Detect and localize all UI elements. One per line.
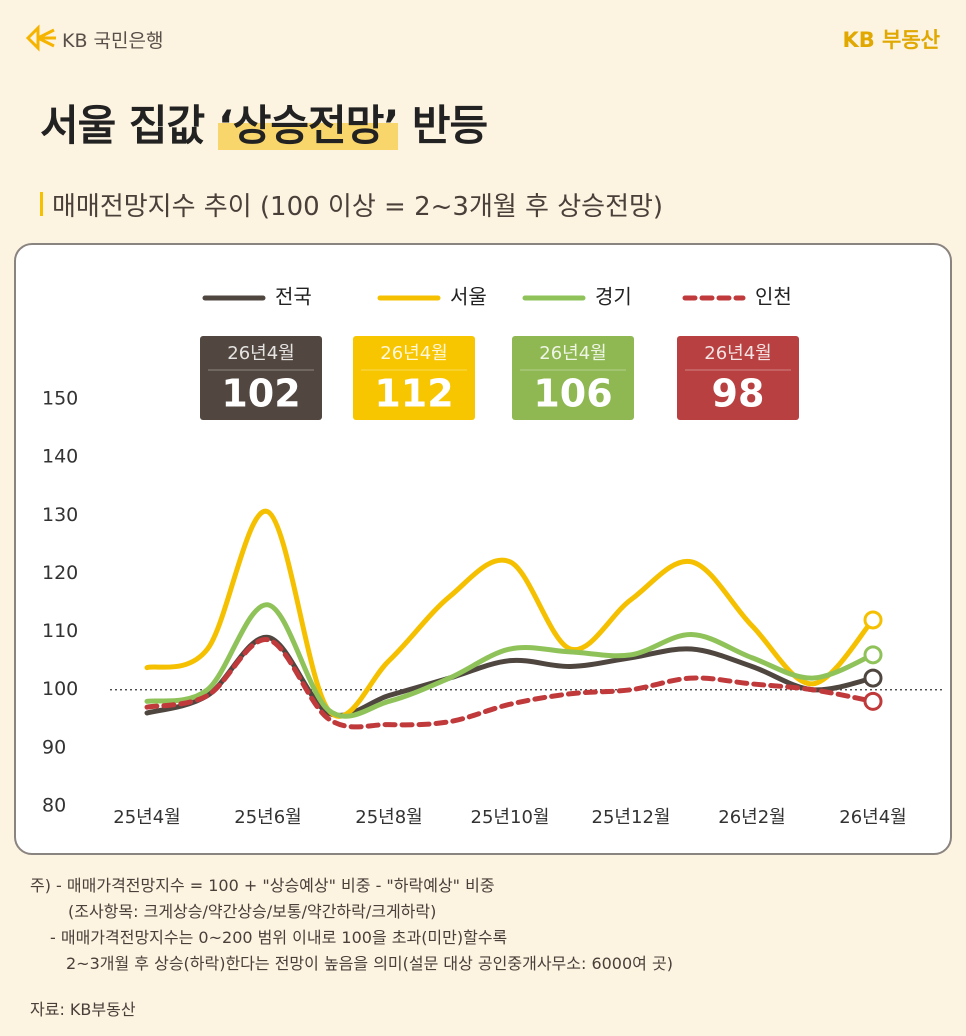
y-tick-label: 140 [42, 446, 78, 468]
y-tick-label: 130 [42, 504, 78, 526]
series-line [144, 509, 876, 719]
badge-value: 102 [221, 372, 300, 416]
badge [677, 336, 799, 420]
x-tick-label: 25년6월 [234, 807, 301, 828]
note: - 매매가격전망지수는 0~200 범위 이내로 100을 초과(미만)할수록 [50, 928, 508, 947]
badge-date: 26년4월 [380, 343, 447, 364]
x-tick-label: 26년4월 [839, 807, 906, 828]
legend-label: 서울 [450, 285, 487, 309]
series-line [144, 602, 876, 719]
y-tick-label: 150 [42, 388, 78, 410]
y-tick-label: 120 [42, 562, 78, 584]
badge-value: 106 [533, 372, 612, 416]
legend-label: 경기 [595, 285, 632, 309]
bank-name: KB 국민은행 [62, 30, 164, 52]
end-marker [863, 610, 883, 630]
y-tick-label: 100 [42, 678, 78, 700]
series-line [144, 637, 876, 730]
end-marker [863, 691, 883, 711]
title-end: 반등 [398, 101, 488, 150]
subtitle-bar [40, 192, 43, 216]
badge [512, 336, 634, 420]
end-marker [863, 668, 883, 688]
end-marker [863, 645, 883, 665]
title: 서울 집값 ‘상승전망’ 반등 [40, 92, 488, 153]
title-highlight: ‘상승전망’ [217, 101, 399, 150]
x-tick-label: 26년2월 [718, 807, 785, 828]
x-tick-label: 25년12월 [592, 807, 671, 828]
brand-name: KB 부동산 [842, 28, 940, 52]
x-tick-label: 25년4월 [113, 807, 180, 828]
legend-label: 전국 [275, 285, 312, 309]
y-tick-label: 90 [42, 736, 66, 758]
badge [200, 336, 322, 420]
badge [353, 336, 475, 420]
legend-label: 인천 [755, 285, 792, 309]
note: 2~3개월 후 상승(하락)한다는 전망이 높음을 의미(설문 대상 공인중개사… [66, 954, 673, 973]
subtitle: 매매전망지수 추이 (100 이상 = 2~3개월 후 상승전망) [52, 192, 664, 222]
badge-date: 26년4월 [227, 343, 294, 364]
logo-mark [25, 24, 56, 52]
badge-value: 112 [374, 372, 453, 416]
x-tick-label: 25년10월 [471, 807, 550, 828]
badge-value: 98 [712, 372, 765, 416]
x-tick-label: 25년8월 [355, 807, 422, 828]
note: (조사항목: 크게상승/약간상승/보통/약간하락/크게하락) [68, 902, 437, 921]
y-tick-label: 80 [42, 795, 66, 817]
note: 주) - 매매가격전망지수 = 100 + "상승예상" 비중 - "하락예상"… [30, 876, 495, 895]
badge-date: 26년4월 [704, 343, 771, 364]
y-tick-label: 110 [42, 620, 78, 642]
source: 자료: KB부동산 [30, 1000, 136, 1019]
title-start: 서울 집값 [40, 101, 218, 150]
badge-date: 26년4월 [539, 343, 606, 364]
